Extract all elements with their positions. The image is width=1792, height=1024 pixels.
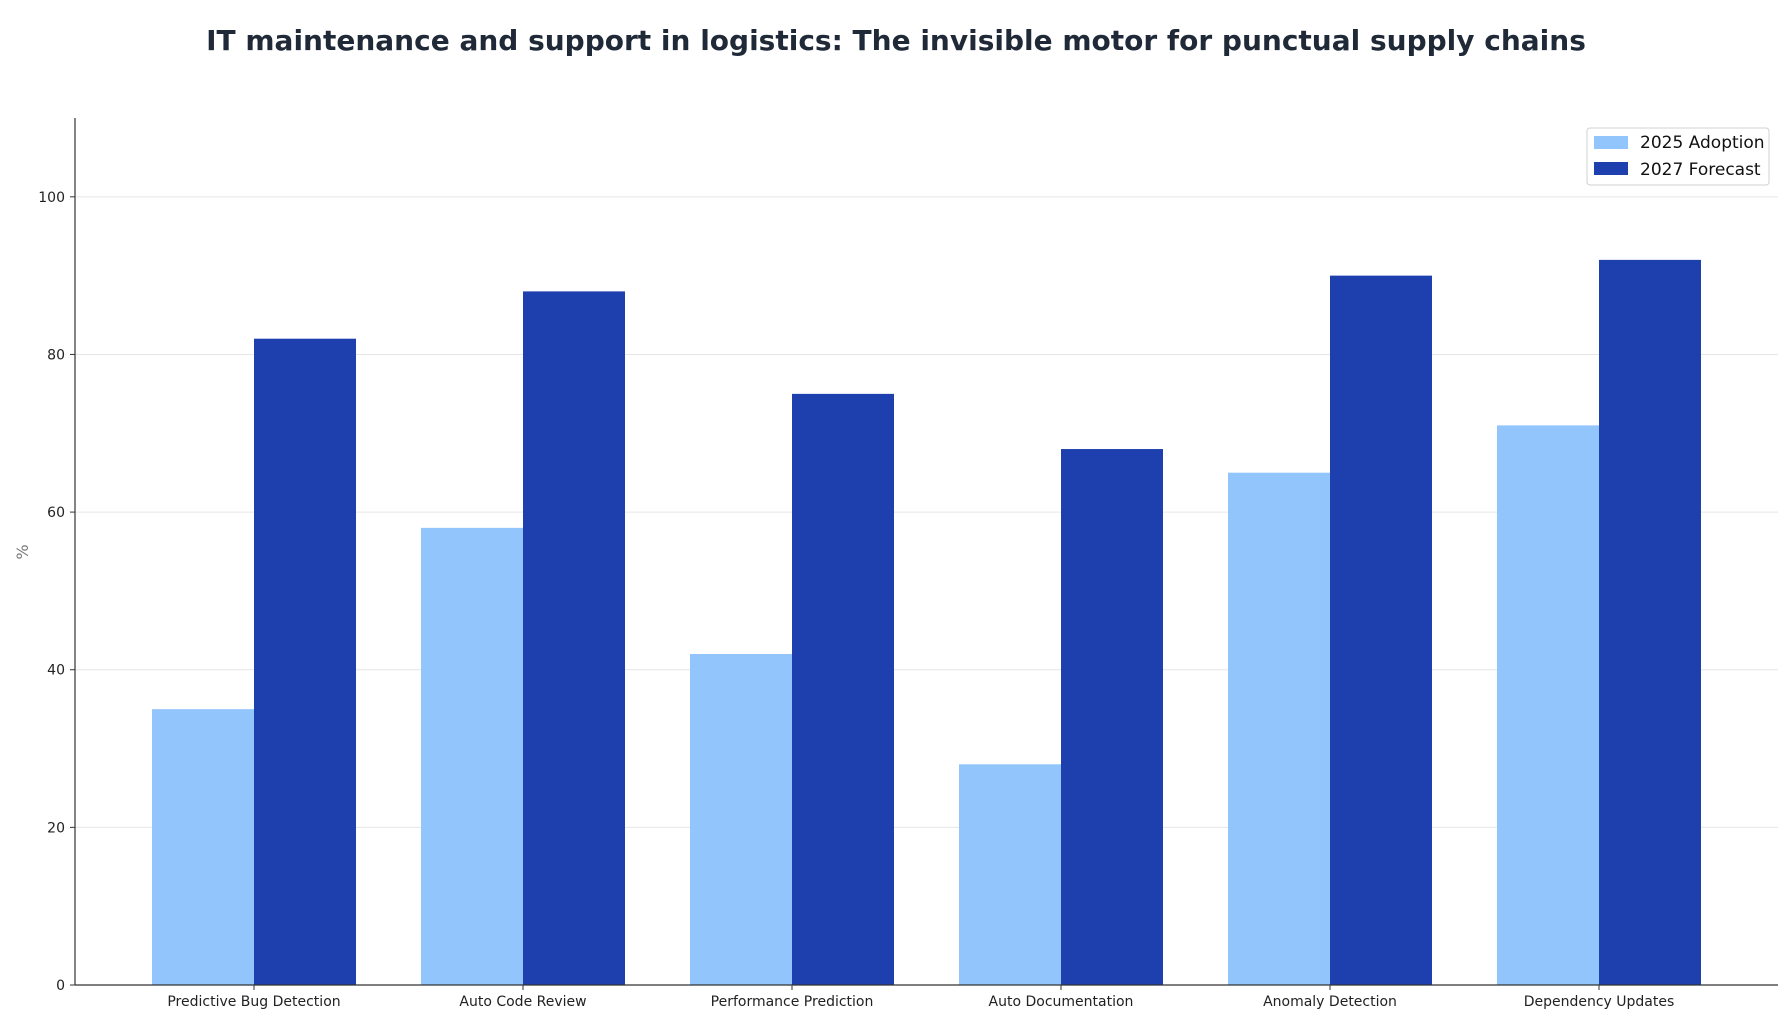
bar-2027-forecast-anomaly-detection [1330, 275, 1432, 985]
bar-2025-adoption-auto-code-review [421, 527, 523, 985]
legend-swatch-2025-adoption [1594, 136, 1628, 149]
legend-swatch-2027-forecast [1594, 162, 1628, 175]
y-tick-label-60: 60 [47, 505, 65, 521]
x-tick-label-anomaly-detection: Anomaly Detection [1263, 994, 1397, 1010]
legend-frame [1586, 127, 1770, 186]
gridlines [75, 196, 1778, 828]
x-tick-label-auto-documentation: Auto Documentation [989, 994, 1134, 1010]
bar-2027-forecast-auto-code-review [523, 291, 625, 985]
bar-2025-adoption-anomaly-detection [1228, 472, 1330, 985]
bar-2027-forecast-predictive-bug-detection [254, 338, 356, 985]
x-ticks: Predictive Bug Detection Auto Code Review… [167, 985, 1674, 1010]
bar-2027-forecast-dependency-updates [1599, 259, 1701, 985]
x-tick-label-predictive-bug-detection: Predictive Bug Detection [167, 994, 340, 1010]
axes [74, 118, 1778, 986]
x-tick-label-auto-code-review: Auto Code Review [459, 994, 586, 1010]
bar-2025-adoption-predictive-bug-detection [152, 709, 254, 985]
y-tick-label-20: 20 [47, 820, 65, 836]
legend: 2025 Adoption 2027 Forecast [1586, 127, 1770, 186]
y-tick-label-80: 80 [47, 347, 65, 363]
legend-label-2027-forecast: 2027 Forecast [1640, 160, 1761, 180]
y-tick-label-0: 0 [56, 978, 65, 994]
x-tick-label-dependency-updates: Dependency Updates [1524, 994, 1675, 1010]
y-ticks: 0 20 40 60 80 100 [38, 190, 75, 994]
bar-2025-adoption-performance-prediction [690, 653, 792, 985]
y-tick-label-100: 100 [38, 190, 65, 206]
bar-2027-forecast-auto-documentation [1061, 449, 1163, 985]
bars [152, 259, 1701, 986]
y-tick-label-40: 40 [47, 663, 65, 679]
chart-title: IT maintenance and support in logistics:… [206, 24, 1586, 57]
legend-label-2025-adoption: 2025 Adoption [1640, 133, 1765, 153]
x-tick-label-performance-prediction: Performance Prediction [711, 994, 874, 1010]
y-axis-title: % [13, 544, 32, 559]
bar-2025-adoption-auto-documentation [959, 764, 1061, 985]
bar-2025-adoption-dependency-updates [1497, 425, 1599, 986]
bar-2027-forecast-performance-prediction [792, 393, 894, 985]
